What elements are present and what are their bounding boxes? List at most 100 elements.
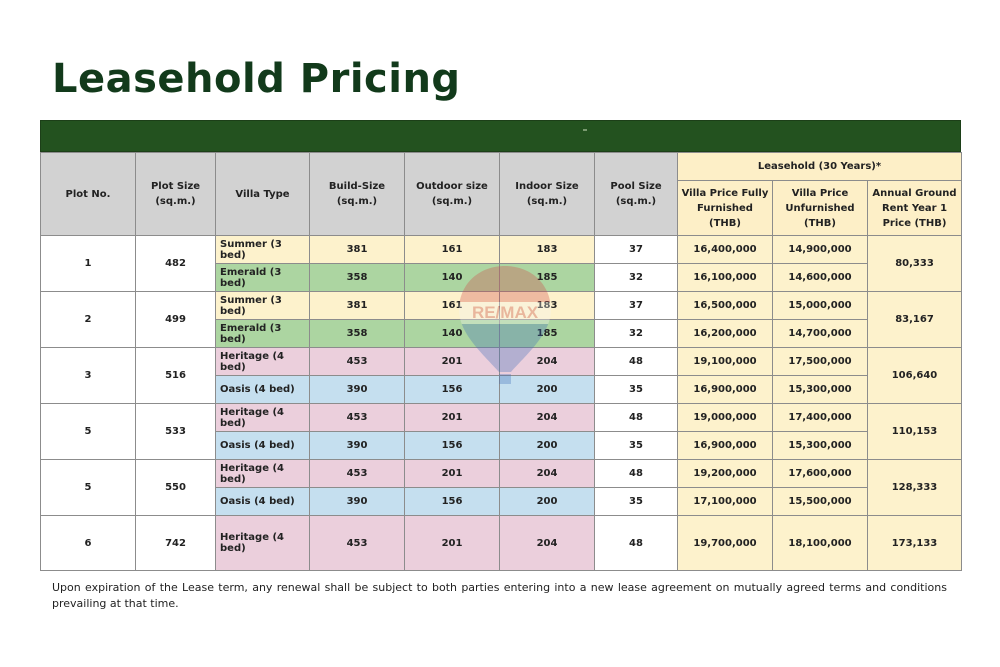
plot-number: 3 <box>40 347 136 404</box>
annual-rent: 80,333 <box>867 235 962 292</box>
header-leasehold-group: Leasehold (30 Years)* <box>677 152 962 181</box>
indoor-size: 185 <box>499 319 595 348</box>
price-unfurnished: 15,000,000 <box>772 291 868 320</box>
table-row: 5 550 Heritage (4 bed) 453 201 204 48 19… <box>40 459 962 516</box>
header-plot-no: Plot No. <box>40 152 136 236</box>
villa-type: Oasis (4 bed) <box>215 375 310 404</box>
outdoor-size: 161 <box>404 291 500 320</box>
indoor-size: 204 <box>499 403 595 432</box>
plot-size: 533 <box>135 403 216 460</box>
build-size: 381 <box>309 235 405 264</box>
pricing-table: Plot No. Plot Size (sq.m.) Villa Type Bu… <box>40 152 962 571</box>
plot-size: 516 <box>135 347 216 404</box>
indoor-size: 183 <box>499 235 595 264</box>
pool-size: 35 <box>594 375 678 404</box>
build-size: 381 <box>309 291 405 320</box>
plot-number: 5 <box>40 403 136 460</box>
outdoor-size: 140 <box>404 263 500 292</box>
table-row: Oasis (4 bed) 390 156 200 35 17,100,000 … <box>41 487 962 516</box>
header-indoor-size: Indoor Size (sq.m.) <box>499 152 595 236</box>
indoor-size: 200 <box>499 375 595 404</box>
villa-type: Heritage (4 bed) <box>215 347 310 376</box>
pool-size: 35 <box>594 487 678 516</box>
outdoor-size: 140 <box>404 319 500 348</box>
build-size: 390 <box>309 487 405 516</box>
page-title: Leasehold Pricing <box>52 56 461 102</box>
plot-number: 6 <box>40 515 136 571</box>
annual-rent: 173,133 <box>867 515 962 571</box>
build-size: 358 <box>309 319 405 348</box>
villa-type: Oasis (4 bed) <box>215 431 310 460</box>
outdoor-size: 161 <box>404 235 500 264</box>
build-size: 453 <box>309 459 405 488</box>
header-villa-type: Villa Type <box>215 152 310 236</box>
villa-type: Summer (3 bed) <box>215 291 310 320</box>
pool-size: 48 <box>594 515 678 571</box>
table-row: Oasis (4 bed) 390 156 200 35 16,900,000 … <box>41 431 962 460</box>
villa-type: Emerald (3 bed) <box>215 319 310 348</box>
table-row: 5 533 Heritage (4 bed) 453 201 204 48 19… <box>40 403 962 460</box>
plot-size: 550 <box>135 459 216 516</box>
outdoor-size: 201 <box>404 403 500 432</box>
outdoor-size: 156 <box>404 375 500 404</box>
pool-size: 48 <box>594 347 678 376</box>
header-annual-rent: Annual Ground Rent Year 1 Price (THB) <box>867 180 962 236</box>
pool-size: 48 <box>594 403 678 432</box>
annual-rent: 110,153 <box>867 403 962 460</box>
indoor-size: 200 <box>499 431 595 460</box>
price-unfurnished: 18,100,000 <box>772 515 868 571</box>
villa-type: Heritage (4 bed) <box>215 459 310 488</box>
pool-size: 48 <box>594 459 678 488</box>
header-price-furnished: Villa Price Fully Furnished (THB) <box>677 180 773 236</box>
villa-type: Emerald (3 bed) <box>215 263 310 292</box>
villa-type: Oasis (4 bed) <box>215 487 310 516</box>
outdoor-size: 156 <box>404 487 500 516</box>
plot-number: 2 <box>40 291 136 348</box>
outdoor-size: 156 <box>404 431 500 460</box>
table-row: 6 742 Heritage (4 bed) 453 201 204 48 19… <box>40 515 962 571</box>
plot-size: 482 <box>135 235 216 292</box>
villa-type: Heritage (4 bed) <box>215 515 310 571</box>
table-top-band <box>40 120 961 152</box>
annual-rent: 106,640 <box>867 347 962 404</box>
price-furnished: 19,200,000 <box>677 459 773 488</box>
price-furnished: 16,900,000 <box>677 431 773 460</box>
price-unfurnished: 14,900,000 <box>772 235 868 264</box>
indoor-size: 183 <box>499 291 595 320</box>
plot-number: 1 <box>40 235 136 292</box>
header-outdoor-size: Outdoor size (sq.m.) <box>404 152 500 236</box>
outdoor-size: 201 <box>404 347 500 376</box>
plot-number: 5 <box>40 459 136 516</box>
indoor-size: 204 <box>499 459 595 488</box>
price-unfurnished: 15,500,000 <box>772 487 868 516</box>
price-unfurnished: 14,600,000 <box>772 263 868 292</box>
pool-size: 37 <box>594 235 678 264</box>
annual-rent: 83,167 <box>867 291 962 348</box>
header-price-unfurnished: Villa Price Unfurnished (THB) <box>772 180 868 236</box>
price-furnished: 17,100,000 <box>677 487 773 516</box>
price-furnished: 16,400,000 <box>677 235 773 264</box>
outdoor-size: 201 <box>404 515 500 571</box>
band-mark <box>583 129 587 131</box>
price-furnished: 16,100,000 <box>677 263 773 292</box>
indoor-size: 200 <box>499 487 595 516</box>
outdoor-size: 201 <box>404 459 500 488</box>
price-furnished: 16,500,000 <box>677 291 773 320</box>
table-row: 1 482 Summer (3 bed) 381 161 183 37 16,4… <box>40 235 962 292</box>
price-unfurnished: 14,700,000 <box>772 319 868 348</box>
price-unfurnished: 15,300,000 <box>772 375 868 404</box>
header-plot-size: Plot Size (sq.m.) <box>135 152 216 236</box>
price-furnished: 19,700,000 <box>677 515 773 571</box>
price-furnished: 19,100,000 <box>677 347 773 376</box>
price-unfurnished: 15,300,000 <box>772 431 868 460</box>
price-unfurnished: 17,400,000 <box>772 403 868 432</box>
price-unfurnished: 17,600,000 <box>772 459 868 488</box>
pool-size: 35 <box>594 431 678 460</box>
plot-size: 499 <box>135 291 216 348</box>
indoor-size: 204 <box>499 515 595 571</box>
build-size: 453 <box>309 515 405 571</box>
price-furnished: 16,200,000 <box>677 319 773 348</box>
indoor-size: 204 <box>499 347 595 376</box>
price-furnished: 16,900,000 <box>677 375 773 404</box>
pool-size: 32 <box>594 263 678 292</box>
